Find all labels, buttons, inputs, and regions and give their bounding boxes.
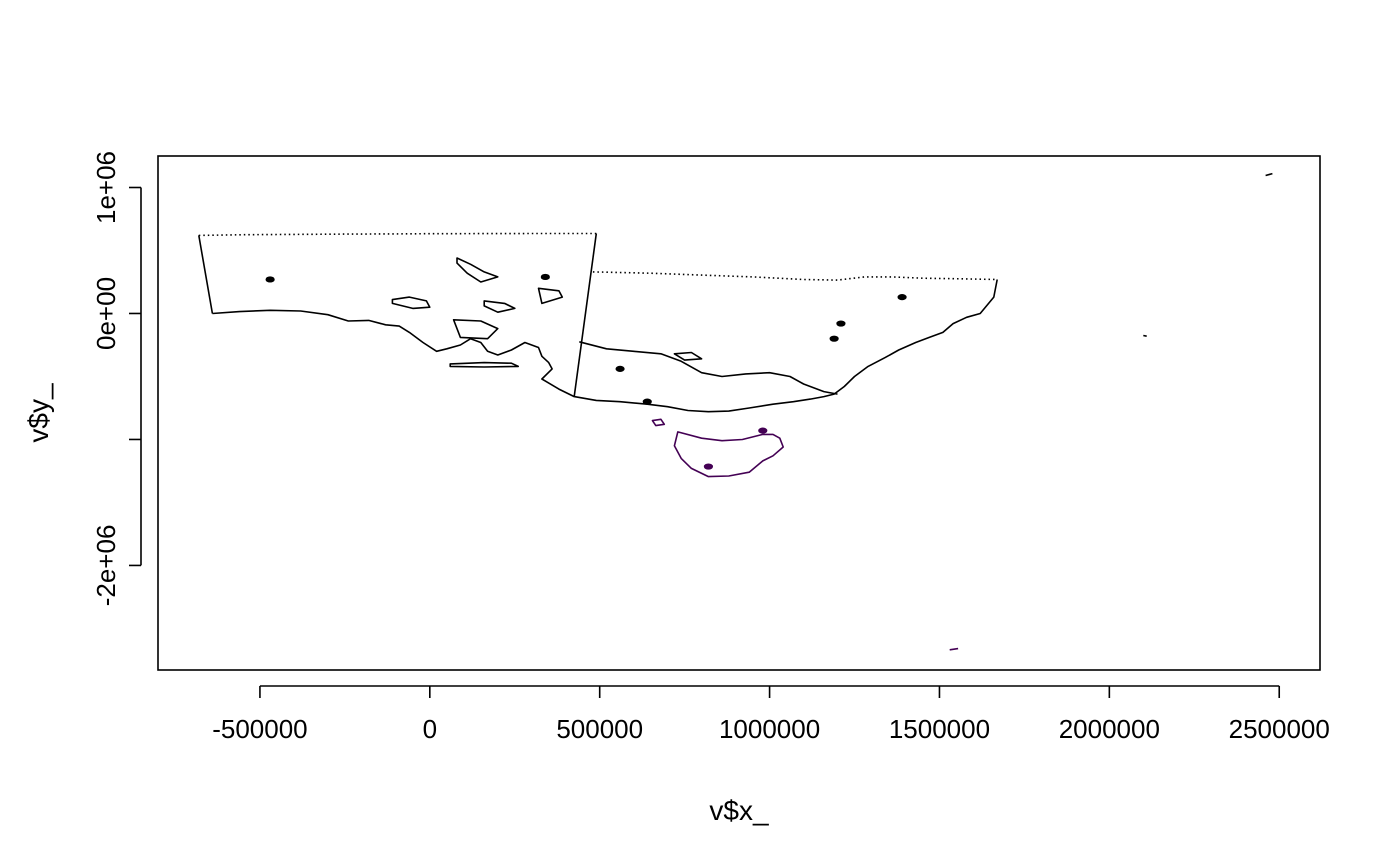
x-tick-label: -500000 bbox=[212, 714, 307, 744]
island-blob bbox=[829, 335, 839, 342]
x-axis-title: v$x_ bbox=[709, 795, 769, 826]
series-lake-eyre-south bbox=[391, 296, 431, 310]
series-sa-outline bbox=[198, 232, 597, 237]
x-tick-label: 0 bbox=[423, 714, 437, 744]
island-blob bbox=[703, 463, 714, 470]
series-kangaroo-island bbox=[449, 361, 520, 368]
y-tick-label: -2e+06 bbox=[91, 525, 121, 607]
y-axis-title: v$y_ bbox=[23, 383, 54, 443]
series-lake-frome bbox=[673, 351, 703, 361]
y-tick-label: 1e+06 bbox=[91, 151, 121, 224]
x-tick-label: 1500000 bbox=[889, 714, 990, 744]
series-nsw-border bbox=[592, 271, 998, 281]
island-blob bbox=[540, 273, 550, 281]
series-top-ne-island bbox=[1265, 172, 1273, 177]
x-tick-label: 1000000 bbox=[719, 714, 820, 744]
plot-area bbox=[198, 172, 1273, 651]
x-tick-label: 2500000 bbox=[1229, 714, 1330, 744]
island-blob bbox=[642, 398, 652, 405]
series-lake-torrens bbox=[456, 257, 499, 283]
x-tick-label: 500000 bbox=[556, 714, 643, 744]
island-blob bbox=[836, 320, 846, 327]
x-axis: -500000 0 500000 1000000 1500000 2000000 25000… bbox=[212, 685, 1330, 744]
island-blob bbox=[265, 276, 275, 283]
island-blob bbox=[758, 427, 768, 434]
plot-frame bbox=[157, 155, 1321, 671]
y-axis: -2e+06 0e+00 1e+06 bbox=[91, 151, 142, 607]
island-blob bbox=[615, 365, 625, 373]
series-sa-coast bbox=[212, 279, 998, 413]
series-lake-gairdner bbox=[537, 287, 564, 305]
series-sa-west-edge bbox=[198, 235, 214, 314]
series-spencer-gulf-inner bbox=[452, 318, 499, 340]
island-blob bbox=[897, 293, 907, 301]
series-bottom-island bbox=[949, 647, 959, 651]
y-tick-label: 0e+00 bbox=[91, 277, 121, 350]
series-tasmania bbox=[673, 431, 785, 478]
series-east-dot bbox=[1143, 334, 1147, 337]
series-gulf-islands bbox=[483, 300, 516, 314]
series-sa-east-edge bbox=[573, 233, 598, 397]
series-vic-outline bbox=[579, 341, 838, 395]
series-king-island bbox=[651, 418, 666, 427]
x-tick-label: 2000000 bbox=[1059, 714, 1160, 744]
